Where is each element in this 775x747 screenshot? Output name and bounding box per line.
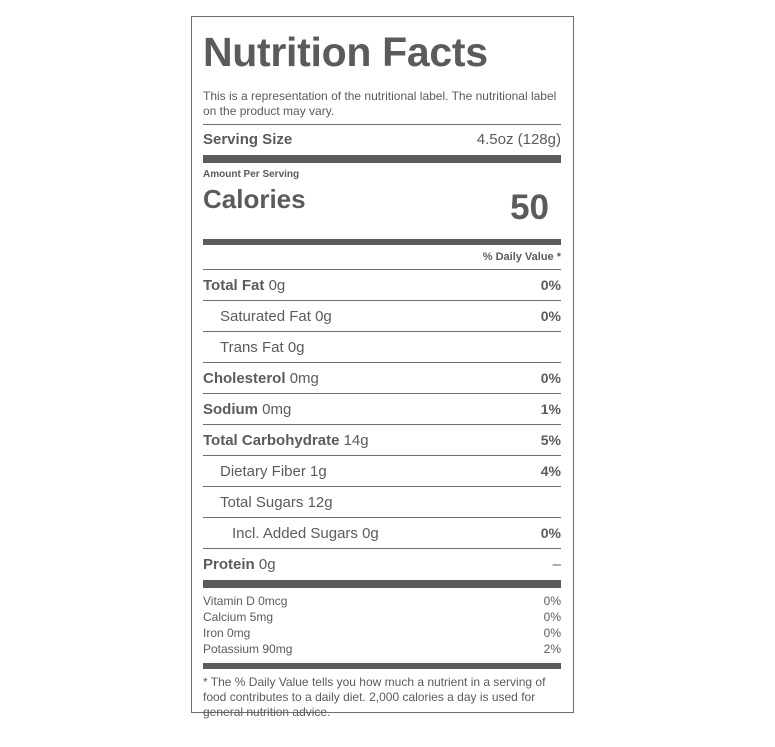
vitamin-daily-value: 0% [543, 594, 561, 608]
nutrient-amount: 0g [287, 338, 305, 356]
nutrient-amount: 14g [343, 431, 369, 449]
thick-divider [203, 663, 561, 669]
nutrient-daily-value: 0% [540, 525, 561, 541]
nutrient-daily-value: 0% [540, 277, 561, 293]
vitamin-row: Vitamin D 0mcg 0% [203, 593, 561, 609]
nutrient-label: Incl. Added Sugars [232, 524, 358, 542]
nutrient-row: Saturated Fat 0g 0% [203, 300, 561, 331]
nutrient-amount: 0g [315, 307, 332, 325]
nutrient-label: Total Carbohydrate [203, 431, 340, 449]
vitamin-daily-value: 0% [543, 610, 561, 624]
nutrient-label: Cholesterol [203, 369, 286, 387]
daily-value-header: % Daily Value * [482, 251, 561, 263]
vitamin-name: Calcium 5mg [203, 610, 274, 624]
nutrient-daily-value: – [552, 555, 561, 573]
nutrient-row: Trans Fat 0g [203, 331, 561, 362]
nutrient-label: Total Sugars [220, 493, 304, 511]
serving-size-row: Serving Size 4.5oz (128g) [203, 125, 561, 153]
nutrient-row: Total Fat 0g 0% [203, 269, 561, 300]
nutrient-row: Total Carbohydrate 14g 5% [203, 424, 561, 455]
nutrient-label: Saturated Fat [220, 307, 311, 325]
nutrient-name: Saturated Fat 0g [203, 308, 332, 325]
vitamin-daily-value: 0% [543, 626, 561, 640]
vitamin-name: Iron 0mg [203, 626, 251, 640]
nutrient-amount: 12g [307, 493, 333, 511]
nutrient-label: Total Fat [203, 276, 265, 294]
nutrient-row: Sodium 0mg 1% [203, 393, 561, 424]
vitamin-list: Vitamin D 0mcg 0% Calcium 5mg 0% Iron 0mg 0% P… [203, 593, 561, 657]
nutrient-row: Dietary Fiber 1g 4% [203, 455, 561, 486]
vitamin-name: Potassium 90mg [203, 642, 293, 656]
nutrient-amount: 0g [362, 524, 379, 542]
nutrient-amount: 0g [268, 276, 286, 294]
nutrient-name: Protein 0g [203, 556, 276, 573]
nutrient-label: Sodium [203, 400, 258, 418]
nutrient-daily-value: 4% [540, 463, 561, 479]
label-description: This is a representation of the nutritio… [203, 89, 557, 118]
nutrient-name: Total Fat 0g [203, 277, 285, 294]
nutrient-label: Trans Fat [220, 338, 284, 356]
nutrient-amount: 0g [258, 555, 276, 573]
nutrient-row: Protein 0g – [203, 548, 561, 579]
calories-value: 50 [510, 188, 549, 227]
nutrient-name: Sodium 0mg [203, 401, 291, 418]
nutrient-name: Total Carbohydrate 14g [203, 432, 369, 449]
thick-divider [203, 155, 561, 163]
serving-size-value: 4.5oz (128g) [476, 130, 561, 148]
nutrient-daily-value: 0% [540, 370, 561, 386]
nutrient-name: Trans Fat 0g [203, 339, 305, 356]
thick-divider [203, 239, 561, 245]
nutrient-row: Incl. Added Sugars 0g 0% [203, 517, 561, 548]
nutrient-list: Total Fat 0g 0% Saturated Fat 0g 0% Trans Fa… [203, 269, 561, 579]
nutrient-label: Dietary Fiber [220, 462, 306, 480]
vitamin-name: Vitamin D 0mcg [203, 594, 288, 608]
nutrient-name: Total Sugars 12g [203, 494, 333, 511]
label-title: Nutrition Facts [203, 29, 488, 75]
nutrient-amount: 0mg [262, 400, 292, 418]
footnote: * The % Daily Value tells you how much a… [203, 675, 546, 719]
nutrient-row: Cholesterol 0mg 0% [203, 362, 561, 393]
nutrient-name: Incl. Added Sugars 0g [203, 525, 379, 542]
calories-row: Calories 50 [203, 181, 561, 239]
nutrient-label: Protein [203, 555, 255, 573]
nutrient-row: Total Sugars 12g [203, 486, 561, 517]
amount-per-serving: Amount Per Serving [203, 169, 300, 180]
nutrient-amount: 1g [310, 462, 327, 480]
vitamin-row: Calcium 5mg 0% [203, 609, 561, 625]
nutrition-facts-label: Nutrition Facts This is a representation… [191, 16, 574, 719]
nutrient-daily-value: 1% [540, 401, 561, 417]
nutrient-daily-value: 0% [540, 308, 561, 324]
serving-size-label: Serving Size [203, 130, 293, 148]
thick-divider [203, 580, 561, 588]
calories-label: Calories [203, 184, 306, 214]
divider [203, 124, 561, 125]
nutrient-name: Dietary Fiber 1g [203, 463, 327, 480]
vitamin-daily-value: 2% [543, 642, 561, 656]
vitamin-row: Potassium 90mg 2% [203, 641, 561, 657]
nutrient-amount: 0mg [289, 369, 319, 387]
nutrient-daily-value: 5% [540, 432, 561, 448]
vitamin-row: Iron 0mg 0% [203, 625, 561, 641]
nutrient-name: Cholesterol 0mg [203, 370, 319, 387]
